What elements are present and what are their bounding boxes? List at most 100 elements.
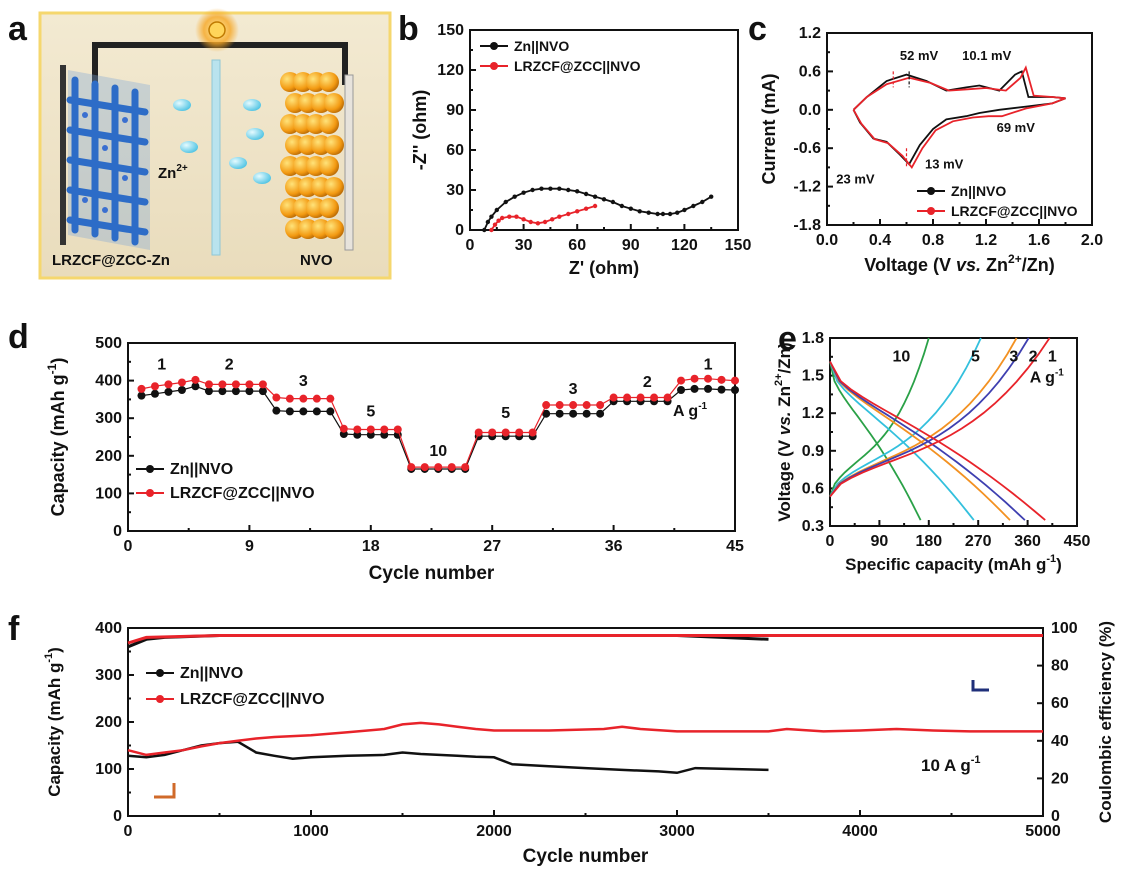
d-series-point	[204, 387, 213, 396]
legend-marker	[156, 669, 164, 677]
d-series-point	[704, 384, 713, 393]
y-tick-label: 90	[446, 102, 464, 119]
d-series-point	[326, 394, 335, 403]
d-series-point	[731, 386, 739, 394]
d-series-point	[677, 386, 686, 394]
y-tick-label: -1.8	[793, 217, 821, 234]
b-series-point	[539, 186, 544, 191]
d-series-point	[312, 394, 321, 403]
zinc-ion-label: Zn2+	[158, 163, 188, 182]
b-series-line	[490, 205, 596, 231]
x-tick-label: 1000	[293, 823, 329, 840]
d-series-point	[731, 376, 739, 385]
discharge-curve	[829, 361, 1046, 521]
panel-e: e 0 90 180 270 360 450 0.3 0.6 0.9 1.2 1.5 1.8 10 5 3 2…	[773, 320, 1090, 574]
y-axis-label: Current (mA)	[759, 73, 779, 184]
b-series-point	[496, 218, 501, 223]
x-tick-label: 18	[362, 538, 380, 555]
plot-frame	[127, 342, 736, 532]
b-series-point	[628, 206, 633, 211]
y-tick-label: 200	[95, 448, 122, 465]
discharge-curve	[829, 361, 975, 521]
y-tick-label: -1.2	[793, 179, 821, 196]
d-series-point	[191, 375, 200, 384]
d-series-point	[150, 389, 159, 398]
x-axis-label: Z' (ohm)	[569, 258, 639, 278]
nvo-particle	[319, 72, 339, 92]
f-series-line	[127, 740, 769, 775]
rate-unit-label: A g-1	[673, 401, 708, 420]
b-series-point	[542, 219, 548, 225]
y-tick-label: 0.6	[799, 63, 821, 80]
d-series-point	[582, 401, 591, 410]
y-tick-label: 150	[437, 22, 464, 39]
d-series-point	[150, 382, 159, 391]
d-series-point	[461, 463, 470, 472]
d-series-point	[542, 409, 551, 418]
b-series-point	[507, 214, 512, 219]
b-series-point	[489, 227, 494, 233]
b-series-point	[528, 219, 533, 225]
nvo-particle	[319, 198, 339, 218]
legend-label: LRZCF@ZCC||NVO	[951, 203, 1078, 219]
legend-marker	[927, 207, 935, 215]
x-axis-label: Specific capacity (mAh g-1)	[845, 553, 1062, 574]
rate-label: 5	[366, 403, 375, 420]
y-tick-label: 30	[446, 182, 464, 199]
panel-label-b: b	[398, 10, 419, 48]
b-series-point	[700, 199, 705, 205]
y-tick-label: 0	[455, 222, 464, 239]
y-tick-label: 1.5	[802, 368, 824, 385]
peak-shift-annotation: 10.1 mV	[962, 48, 1011, 63]
d-series-point	[393, 425, 402, 434]
rate-label: 3	[299, 373, 308, 390]
b-series-point	[646, 210, 651, 215]
d-series-point	[353, 425, 362, 434]
nvo-particle	[324, 93, 344, 113]
b-series-point	[619, 203, 625, 209]
y2-tick-label: 20	[1051, 770, 1069, 787]
f-series-line	[127, 634, 769, 649]
light-bulb-icon	[208, 21, 226, 39]
x-tick-label: 0	[124, 823, 133, 840]
y-tick-label: 200	[95, 714, 122, 731]
legend-label: Zn||NVO	[951, 183, 1006, 199]
x-tick-label: 60	[568, 237, 586, 254]
b-series-line	[483, 187, 712, 231]
x-tick-label: 450	[1064, 533, 1091, 550]
d-series-point	[717, 375, 726, 384]
discharge-curve	[829, 361, 1026, 521]
d-series-point	[420, 463, 429, 472]
peak-shift-annotation: 23 mV	[836, 171, 875, 186]
d-series-point	[285, 407, 294, 416]
y-tick-label: 1.8	[802, 330, 824, 347]
panel-d: d 0 9 18 27 36 45 0 100 200 300 400 500 1 2 3 5 10 5 3 2 1 A …	[8, 318, 744, 584]
x-axis-label: Voltage (V vs. Zn2+/Zn)	[864, 252, 1054, 275]
x-tick-label: 360	[1014, 533, 1041, 550]
y-tick-label: 500	[95, 335, 122, 352]
y-tick-label: 1.2	[802, 405, 824, 422]
d-series-point	[569, 409, 578, 418]
nvo-particle	[319, 156, 339, 176]
rate-label: 10	[429, 443, 447, 460]
plot-c: 0.0 0.4 0.8 1.2 1.6 2.0 -1.8 -1.2 -0.6 0.0 0.6 1.2 5…	[759, 25, 1103, 275]
legend-marker	[490, 42, 498, 50]
rate-label: 5	[971, 349, 980, 366]
d-series-point	[555, 401, 564, 410]
d-series-point	[650, 393, 659, 402]
y-tick-label: 100	[95, 761, 122, 778]
b-series-point	[610, 199, 616, 205]
rate-label: 1	[157, 356, 166, 373]
y-axis-label: Capacity (mAh g-1)	[43, 647, 64, 797]
d-series-point	[231, 387, 240, 396]
d-series-point	[177, 378, 186, 387]
y2-axis-label: Coulombic efficiency (%)	[1096, 621, 1115, 823]
legend-marker	[146, 489, 154, 497]
f-series-line	[127, 721, 1043, 757]
plot-d: 0 9 18 27 36 45 0 100 200 300 400 500 1 2 3 5 10 5 3 2 1 A g-…	[45, 335, 744, 584]
x-tick-label: 2000	[476, 823, 512, 840]
b-series-point	[691, 203, 696, 209]
y2-tick-label: 0	[1051, 808, 1060, 825]
panel-label-a: a	[8, 10, 28, 48]
y-tick-label: 400	[95, 373, 122, 390]
